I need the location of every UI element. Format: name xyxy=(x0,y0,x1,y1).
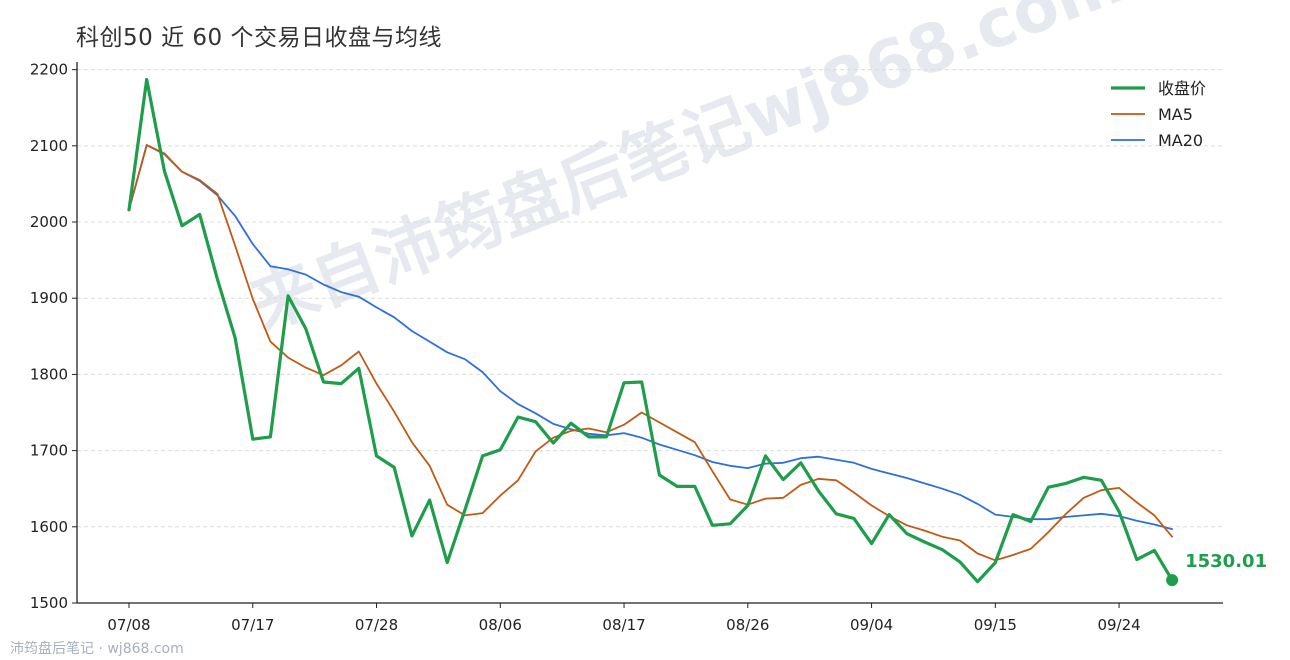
series-line-ma5 xyxy=(128,144,1173,562)
last-point-marker xyxy=(1166,574,1179,587)
x-tick-label: 07/08 xyxy=(107,616,150,634)
x-tick-label: 09/15 xyxy=(974,616,1017,634)
legend-label: MA5 xyxy=(1158,105,1193,124)
grid-lines xyxy=(77,69,1223,528)
y-tick-label: 2000 xyxy=(30,213,68,231)
y-tick-label: 1800 xyxy=(30,365,68,383)
y-tick-label: 2100 xyxy=(30,137,68,155)
axes xyxy=(76,62,1223,604)
x-tick-label: 07/28 xyxy=(355,616,398,634)
legend-label: MA20 xyxy=(1158,131,1203,150)
x-tick-label: 07/17 xyxy=(231,616,274,634)
annotations: 1530.01 xyxy=(1166,551,1267,587)
x-tick-label: 09/24 xyxy=(1097,616,1140,634)
watermark-text: 来自沛筠盘后笔记wj868.com xyxy=(240,0,1134,345)
x-tick-label: 08/26 xyxy=(726,616,769,634)
tick-labels: 1500 1600 1700 1800 1900 2000 2100 2200 07/08 07/… xyxy=(30,61,1141,634)
y-tick-label: 1500 xyxy=(30,594,68,612)
x-tick-label: 09/04 xyxy=(850,616,893,634)
x-tick-label: 08/06 xyxy=(479,616,522,634)
y-tick-label: 2200 xyxy=(30,61,68,79)
y-tick-label: 1900 xyxy=(30,289,68,307)
series-lines xyxy=(127,77,1174,584)
chart-title: 科创50 近 60 个交易日收盘与均线 xyxy=(76,25,442,51)
x-tick-label: 08/17 xyxy=(602,616,645,634)
last-value-label: 1530.01 xyxy=(1185,551,1267,572)
y-tick-label: 1700 xyxy=(30,442,68,460)
y-tick-label: 1600 xyxy=(30,518,68,536)
legend-label: 收盘价 xyxy=(1158,79,1206,98)
legend: 收盘价 MA5 MA20 xyxy=(1111,79,1206,150)
series-line-close xyxy=(127,77,1174,584)
series-line-ma20 xyxy=(128,144,1173,530)
footer-watermark: 沛筠盘后笔记 · wj868.com xyxy=(10,641,184,657)
